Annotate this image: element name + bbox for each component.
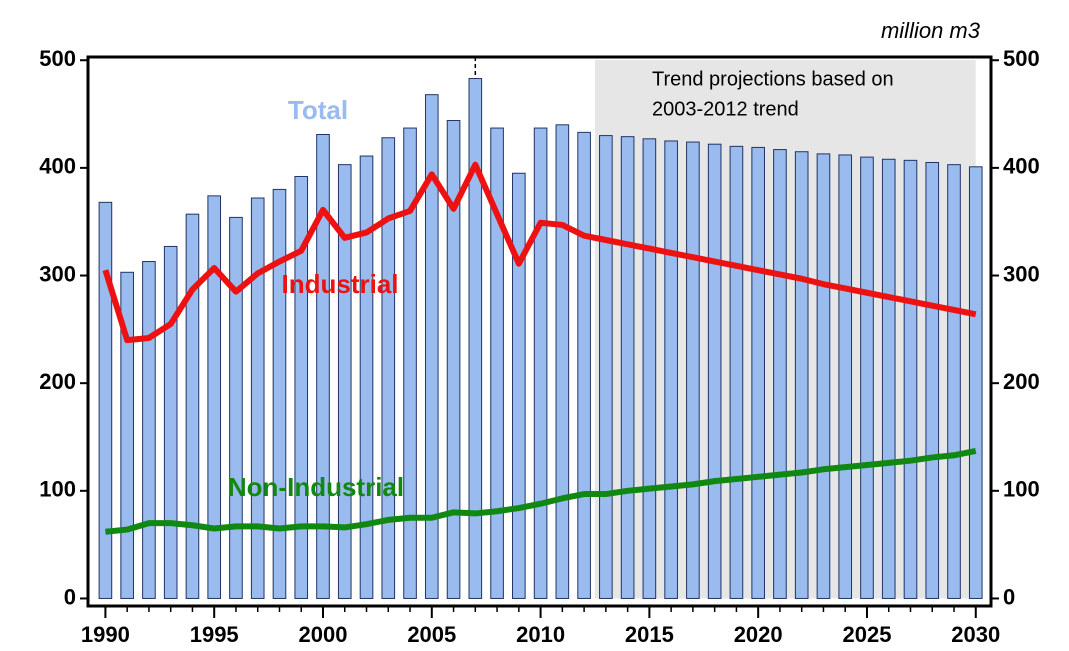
y-tick-label: 100 [39,477,76,502]
bar [512,172,526,599]
bar [446,120,461,599]
bar [424,94,439,599]
bar [120,271,134,599]
bar [686,141,700,599]
bar [533,127,548,599]
y-tick-label: 200 [39,369,76,394]
bar [185,213,200,599]
x-tick-label: 2025 [842,622,891,647]
x-tick-label: 2000 [299,622,348,647]
bar [642,138,657,599]
bar [316,134,330,599]
bar [468,78,483,599]
bar [664,140,678,599]
shade-text: 2003-2012 trend [652,98,799,120]
bar [337,164,352,599]
line [105,448,977,535]
bar [294,175,309,599]
x-tick-label: 2010 [516,622,565,647]
bar [816,153,831,599]
bar [620,136,635,599]
y-tick-label: 400 [39,154,76,179]
bar [577,131,591,599]
bar [381,137,396,599]
y-tick-label: 300 [39,261,76,286]
bar [599,135,613,599]
y-tick-label: 0 [64,584,76,609]
bar [925,161,940,599]
line [102,161,977,344]
series-label: Industrial [281,269,398,299]
bar [229,216,243,599]
bar [707,143,722,599]
x-tick-label: 1995 [190,622,239,647]
bar [207,195,222,599]
bar [729,145,744,599]
plot-frame [86,55,993,608]
bar [947,164,961,599]
bar [751,146,765,599]
bar [773,149,787,599]
series-label: Non-Industrial [228,472,404,502]
bar [272,188,287,599]
bar [881,158,896,599]
bar [555,124,570,599]
y2-tick-label: 400 [1003,154,1040,179]
x-tick-label: 2020 [734,622,783,647]
bar [794,151,809,599]
bar [403,127,417,599]
y2-tick-label: 100 [1003,477,1040,502]
y-tick-label: 500 [39,46,76,71]
x-tick-label: 1990 [81,622,130,647]
bar [250,197,265,599]
bar [163,245,178,599]
bar [490,127,504,599]
bar [142,261,156,599]
bar [860,156,874,599]
x-tick-label: 2015 [625,622,674,647]
shade-text: Trend projections based on [652,68,894,90]
bar [968,166,983,599]
y2-tick-label: 200 [1003,369,1040,394]
series-label: Total [288,95,348,125]
bar [838,154,853,599]
y2-tick-label: 300 [1003,261,1040,286]
x-tick-label: 2005 [407,622,456,647]
bar [903,159,918,599]
unit-label: million m3 [881,18,981,43]
y2-tick-label: 0 [1003,584,1015,609]
x-tick-label: 2030 [951,622,1000,647]
bar [359,155,374,599]
y2-tick-label: 500 [1003,46,1040,71]
bar [98,201,113,599]
